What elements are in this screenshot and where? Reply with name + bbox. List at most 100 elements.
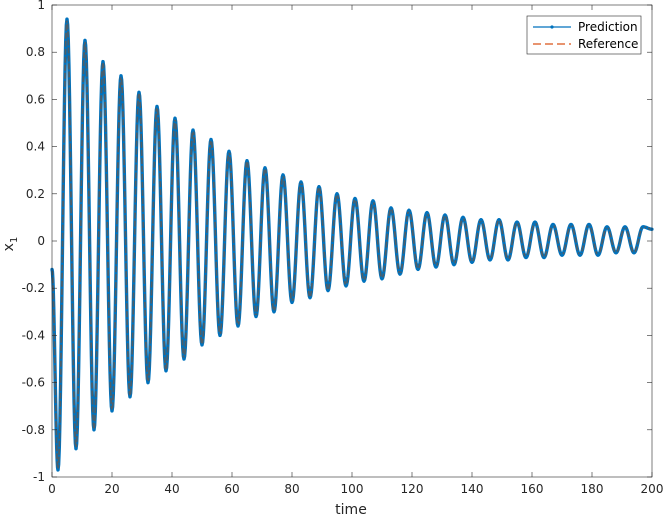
x-tick-label: 0 bbox=[48, 482, 56, 496]
prediction-point bbox=[182, 357, 186, 361]
prediction-point bbox=[146, 381, 150, 385]
legend-prediction-label: Prediction bbox=[578, 20, 638, 34]
y-tick-label: 0 bbox=[37, 234, 45, 248]
y-axis-label: x1 bbox=[1, 237, 20, 252]
prediction-point bbox=[191, 128, 195, 132]
series-layer bbox=[50, 17, 654, 472]
prediction-point bbox=[92, 428, 96, 432]
prediction-point bbox=[515, 220, 519, 224]
x-tick-label: 20 bbox=[104, 482, 119, 496]
x-tick-label: 200 bbox=[641, 482, 664, 496]
prediction-point bbox=[560, 253, 564, 257]
prediction-point bbox=[533, 220, 537, 224]
prediction-point bbox=[65, 17, 69, 21]
prediction-point bbox=[110, 409, 114, 413]
prediction-point bbox=[371, 199, 375, 203]
prediction-point bbox=[524, 255, 528, 260]
prediction-point bbox=[623, 225, 627, 229]
prediction-point bbox=[542, 255, 546, 260]
prediction-point bbox=[578, 253, 582, 257]
prediction-point bbox=[263, 166, 267, 170]
y-tick-label: -0.8 bbox=[22, 423, 45, 437]
x-tick-label: 160 bbox=[521, 482, 544, 496]
prediction-point bbox=[74, 447, 78, 451]
prediction-point bbox=[128, 395, 132, 399]
prediction-point bbox=[290, 300, 294, 304]
prediction-point bbox=[299, 180, 303, 184]
prediction-point bbox=[434, 265, 438, 269]
prediction-point bbox=[452, 263, 456, 267]
prediction-point bbox=[569, 222, 573, 227]
prediction-point bbox=[479, 218, 483, 222]
series-reference-line bbox=[51, 18, 653, 471]
prediction-point bbox=[308, 296, 312, 300]
prediction-point bbox=[200, 343, 204, 347]
y-tick-label: 0.2 bbox=[26, 187, 45, 201]
prediction-point bbox=[164, 369, 168, 373]
prediction-point bbox=[317, 185, 321, 189]
prediction-point bbox=[236, 324, 240, 328]
y-tick-label: 0.8 bbox=[26, 45, 45, 59]
prediction-point bbox=[380, 277, 384, 281]
x-tick-label: 80 bbox=[284, 482, 299, 496]
prediction-point bbox=[218, 333, 222, 337]
y-tick-label: -0.4 bbox=[22, 328, 45, 342]
y-axis: -1 -0.8 -0.6 -0.4 -0.2 0 0.2 0.4 0.6 0.8 1 bbox=[22, 0, 652, 484]
prediction-point bbox=[497, 218, 501, 222]
prediction-point bbox=[83, 38, 87, 43]
legend-reference-label: Reference bbox=[578, 37, 638, 51]
prediction-point bbox=[137, 90, 141, 94]
x-tick-label: 140 bbox=[461, 482, 484, 496]
prediction-point bbox=[596, 253, 600, 257]
prediction-point bbox=[56, 468, 60, 472]
x-axis-label: time bbox=[335, 502, 367, 518]
prediction-point bbox=[326, 288, 330, 293]
legend-box bbox=[526, 15, 642, 55]
prediction-point bbox=[632, 251, 636, 255]
y-tick-label: 0.4 bbox=[26, 140, 45, 154]
y-tick-label: -1 bbox=[33, 470, 45, 484]
prediction-point bbox=[155, 104, 159, 109]
prediction-point bbox=[254, 314, 258, 319]
prediction-point bbox=[119, 74, 123, 78]
legend-prediction-marker bbox=[550, 25, 554, 29]
x-tick-label: 40 bbox=[164, 482, 179, 496]
prediction-point bbox=[245, 159, 249, 163]
prediction-point bbox=[407, 208, 411, 212]
prediction-point bbox=[335, 192, 339, 196]
y-tick-label: -0.2 bbox=[22, 281, 45, 295]
prediction-point bbox=[173, 116, 177, 120]
prediction-point bbox=[641, 225, 645, 229]
prediction-point bbox=[209, 137, 213, 142]
x-tick-label: 60 bbox=[224, 482, 239, 496]
x-tick-label: 120 bbox=[401, 482, 424, 496]
prediction-point bbox=[506, 258, 510, 262]
prediction-point bbox=[362, 279, 366, 283]
prediction-point bbox=[461, 215, 465, 219]
prediction-point bbox=[227, 149, 231, 153]
x-axis: 0 20 40 60 80 100 120 140 160 180 200 bbox=[48, 5, 663, 496]
x-tick-label: 180 bbox=[581, 482, 604, 496]
prediction-point bbox=[425, 211, 429, 215]
prediction-point bbox=[344, 284, 348, 288]
prediction-point bbox=[353, 196, 357, 201]
prediction-point bbox=[614, 251, 618, 255]
prediction-point bbox=[281, 173, 285, 177]
prediction-point bbox=[101, 60, 105, 64]
y-tick-label: 1 bbox=[37, 0, 45, 12]
prediction-point bbox=[551, 222, 555, 227]
prediction-point bbox=[398, 272, 402, 276]
y-axis-label-main: x bbox=[1, 243, 17, 251]
prediction-point bbox=[389, 206, 393, 210]
legend: Prediction Reference bbox=[526, 15, 642, 55]
prediction-point bbox=[587, 222, 591, 227]
y-axis-label-subscript: 1 bbox=[9, 237, 20, 243]
prediction-point bbox=[605, 225, 609, 229]
prediction-point bbox=[488, 258, 492, 262]
x-tick-label: 100 bbox=[341, 482, 364, 496]
prediction-point bbox=[443, 213, 447, 217]
prediction-point bbox=[272, 310, 276, 314]
prediction-point bbox=[416, 267, 420, 271]
y-tick-label: 0.6 bbox=[26, 92, 45, 106]
